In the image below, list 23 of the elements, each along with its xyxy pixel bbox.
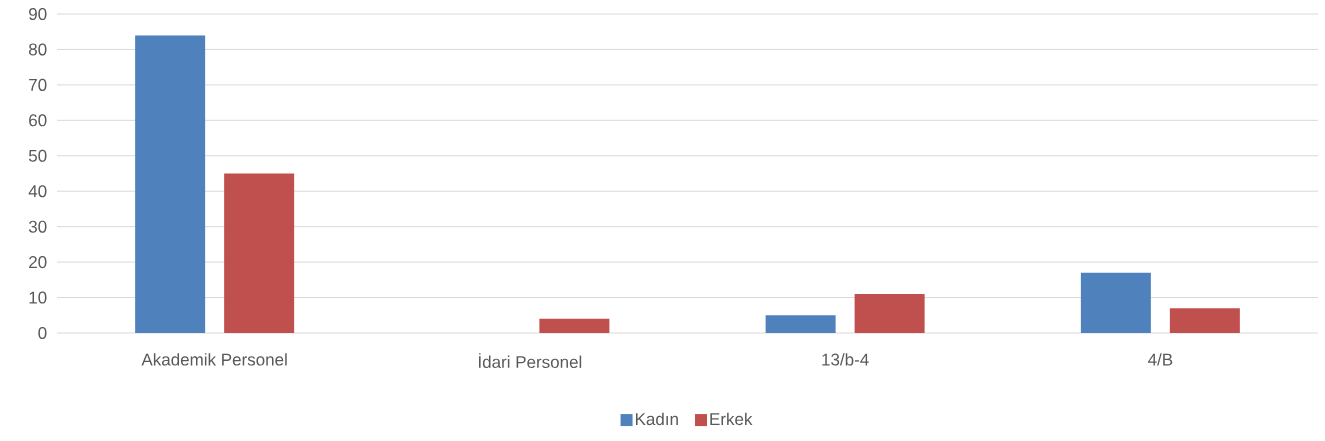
bar [224, 173, 295, 333]
y-tick-label: 20 [29, 256, 47, 269]
legend-label: Kadın [635, 412, 678, 426]
bar [854, 294, 925, 333]
y-tick-label: 30 [28, 220, 47, 233]
bar [539, 318, 610, 333]
bar [1169, 308, 1240, 333]
y-tick-label: 60 [29, 114, 47, 127]
y-tick-label: 50 [28, 149, 47, 162]
bar [765, 315, 836, 333]
y-tick-label: 40 [28, 185, 47, 198]
y-tick-label: 70 [29, 78, 47, 91]
bar [135, 35, 206, 333]
y-tick-label: 10 [29, 291, 47, 304]
x-tick-label: Akademik Personel [141, 353, 287, 366]
bar [1080, 272, 1151, 333]
x-tick-label: 4/B [1148, 353, 1173, 366]
x-tick-label: İdari Personel [479, 353, 582, 369]
y-tick-label: 90 [29, 7, 47, 21]
y-tick-label: 80 [28, 43, 47, 56]
legend-label: Erkek [710, 412, 753, 426]
y-tick-label: 0 [38, 326, 47, 340]
x-tick-label: 13/b-4 [822, 353, 869, 366]
